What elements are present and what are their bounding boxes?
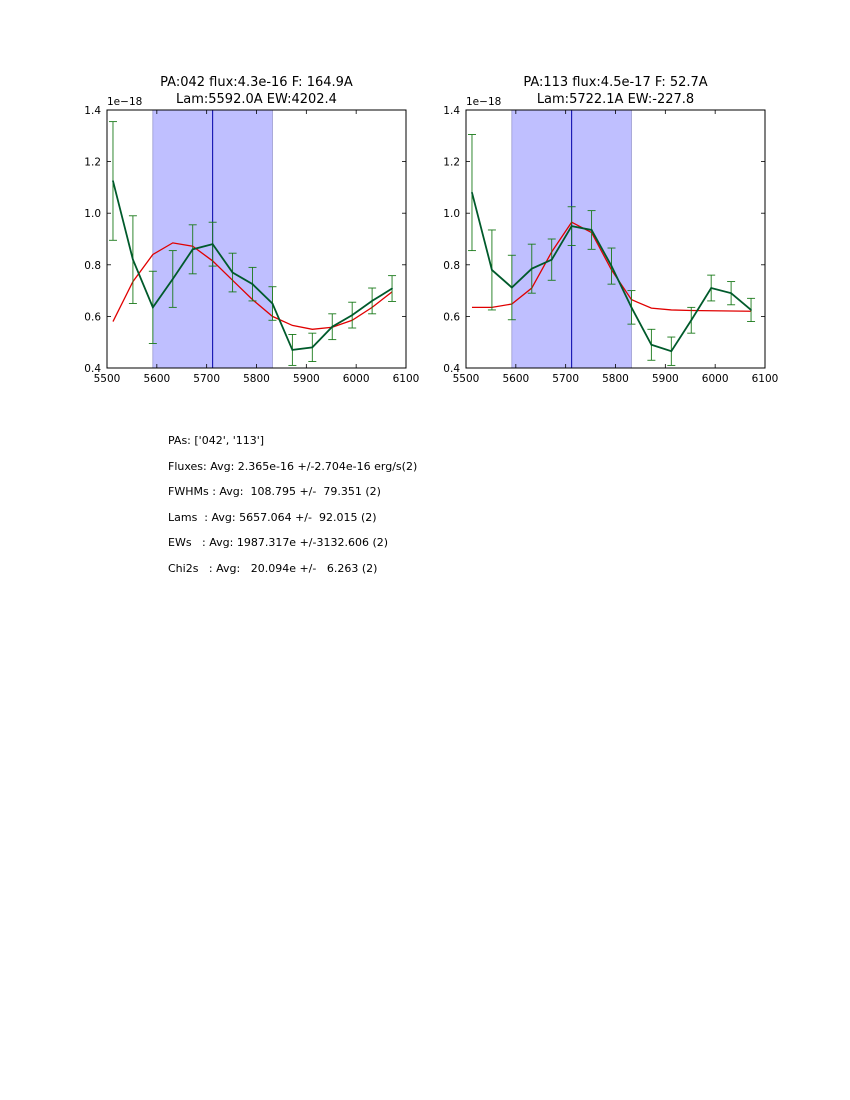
data-point: [211, 243, 214, 245]
data-point: [331, 325, 334, 328]
data-point: [491, 269, 493, 271]
x-tick-label: 5500: [453, 373, 480, 385]
y-tick-label: 0.4: [84, 363, 101, 375]
x-tick-label: 6000: [702, 373, 729, 385]
x-tick-label: 6100: [752, 373, 779, 385]
x-tick-label: 5600: [143, 373, 170, 385]
data-point: [590, 229, 593, 231]
chart-title-line2: Lam:5722.1A EW:-227.8: [537, 92, 694, 107]
y-tick-label: 1.4: [84, 105, 101, 117]
data-point: [271, 302, 274, 305]
stats-chi2s: Chi2s : Avg: 20.094e +/- 6.263 (2): [168, 561, 378, 575]
y-tick-label: 0.6: [443, 311, 460, 323]
data-point: [670, 350, 673, 353]
x-tick-label: 5700: [193, 373, 220, 385]
data-point: [610, 265, 613, 267]
data-point: [550, 258, 553, 261]
x-tick-label: 5700: [552, 373, 579, 385]
x-tick-label: 5600: [502, 373, 529, 385]
y-tick-label: 0.8: [443, 260, 460, 272]
stats-ews: EWs : Avg: 1987.317e +/-3132.606 (2): [168, 536, 389, 550]
y-tick-label: 1.2: [443, 157, 460, 169]
stats-pas: PAs: ['042', '113']: [168, 434, 265, 447]
data-point: [152, 306, 154, 309]
y-tick-label: 1.2: [84, 157, 101, 169]
data-point: [570, 225, 573, 227]
data-point: [251, 283, 254, 285]
x-tick-label: 6100: [393, 373, 420, 385]
chart-panel-1: 5500 5600 5700 5800 5900 6000 6100 0.4 0.6 0.8 1.0…: [84, 75, 419, 385]
chart-title-line2: Lam:5592.0A EW:4202.4: [176, 92, 337, 107]
stats-fluxes: Fluxes: Avg: 2.365e-16 +/-2.704e-16 erg/…: [168, 459, 418, 473]
chart-title-line1: PA:042 flux:4.3e-16 F: 164.9A: [160, 75, 353, 90]
x-tick-label: 6000: [343, 373, 370, 385]
data-point: [351, 314, 353, 316]
stats-fwhms: FWHMs : Avg: 108.795 +/- 79.351 (2): [168, 485, 381, 499]
data-point: [311, 346, 314, 349]
x-tick-label: 5800: [243, 373, 270, 385]
data-point: [630, 306, 633, 309]
data-point: [391, 287, 393, 290]
x-tick-label: 5500: [94, 373, 121, 385]
chart-panel-2: 5500 5600 5700 5800 5900 6000 6100 0.4 0.6 0.8 1.0…: [443, 75, 778, 385]
data-point: [710, 287, 712, 289]
y-tick-label: 0.4: [443, 363, 460, 375]
y-offset-label: 1e−18: [466, 96, 501, 108]
y-tick-label: 1.4: [443, 105, 460, 117]
data-point: [291, 349, 294, 351]
data-point: [171, 278, 174, 280]
chart-title-line1: PA:113 flux:4.5e-17 F: 52.7A: [523, 75, 707, 90]
data-point: [231, 271, 234, 274]
data-point: [750, 309, 752, 311]
y-tick-label: 0.8: [84, 260, 101, 272]
data-point: [511, 286, 513, 289]
x-tick-label: 5800: [602, 373, 629, 385]
x-tick-label: 5900: [652, 373, 679, 385]
data-point: [730, 292, 732, 294]
y-offset-label: 1e−18: [107, 96, 142, 108]
stats-lams: Lams : Avg: 5657.064 +/- 92.015 (2): [168, 510, 377, 524]
stats-block: PAs: ['042', '113'] Fluxes: Avg: 2.365e-…: [168, 433, 417, 587]
y-tick-label: 1.0: [443, 208, 460, 220]
y-tick-label: 0.6: [84, 311, 101, 323]
data-point: [191, 248, 194, 251]
data-point: [371, 300, 373, 302]
data-point: [471, 191, 473, 194]
y-tick-label: 1.0: [84, 208, 101, 220]
x-tick-label: 5900: [293, 373, 320, 385]
data-point: [650, 343, 653, 346]
data-point: [112, 180, 114, 182]
data-point: [530, 267, 533, 270]
data-point: [132, 258, 134, 261]
data-point: [690, 319, 693, 322]
